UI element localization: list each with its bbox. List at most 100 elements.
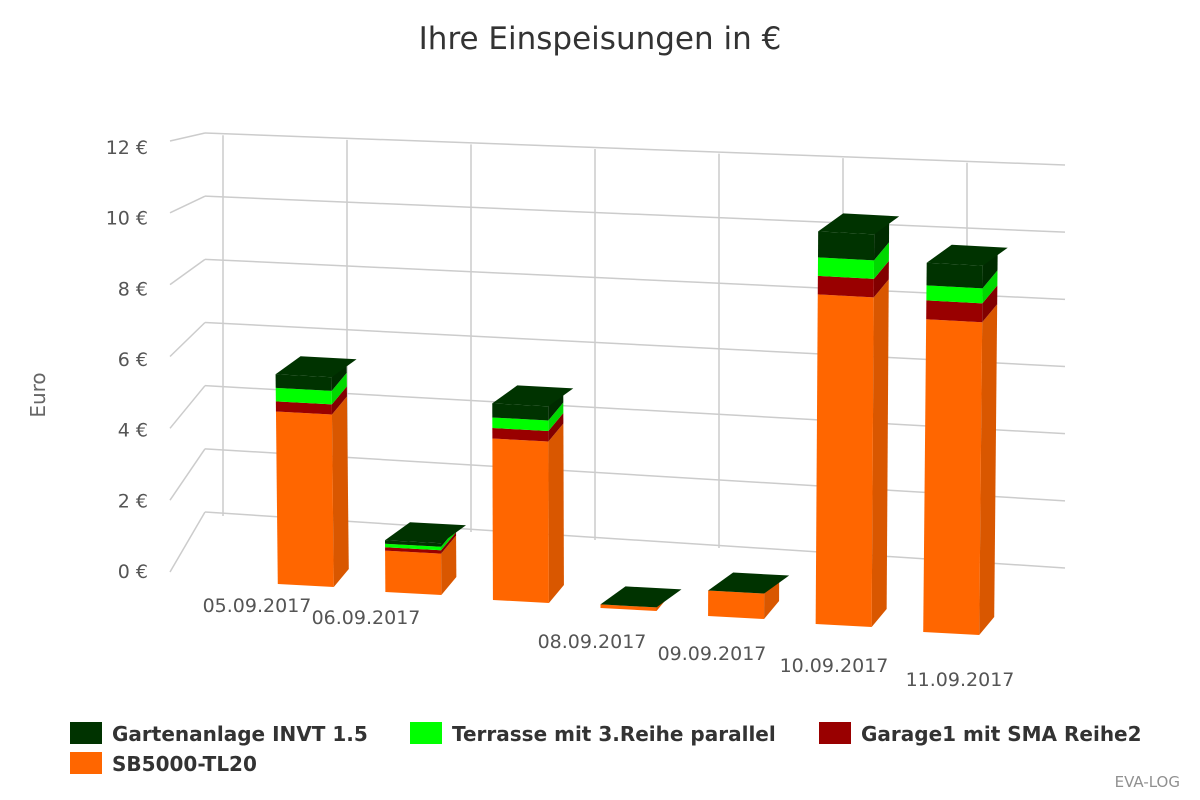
bar-stack-11.09.2017 bbox=[923, 244, 1008, 635]
legend-label: Gartenanlage INVT 1.5 bbox=[112, 722, 368, 746]
bar-segment-front bbox=[817, 257, 874, 279]
bar-stack-06.09.2017 bbox=[385, 522, 466, 595]
bar-segment-side bbox=[874, 216, 890, 261]
bar-stack-08.09.2017 bbox=[600, 586, 682, 611]
y-tick-label: 2 € bbox=[118, 490, 148, 512]
bar-segment-front bbox=[275, 374, 332, 391]
y-tick-label: 0 € bbox=[118, 561, 148, 583]
grid-line bbox=[204, 511, 1066, 569]
bar-segment-front bbox=[492, 427, 549, 442]
x-tick-label: 06.09.2017 bbox=[312, 607, 421, 629]
bar-stack-05.09.2017 bbox=[275, 356, 357, 587]
bar-top bbox=[926, 244, 1008, 266]
bar-top bbox=[275, 356, 357, 378]
bar-segment-side bbox=[873, 260, 889, 298]
bar-segment-side bbox=[979, 304, 998, 635]
bar-top bbox=[492, 385, 574, 407]
legend-label: Terrasse mit 3.Reihe parallel bbox=[452, 722, 776, 746]
grid-line bbox=[169, 195, 206, 214]
bars bbox=[275, 213, 1008, 635]
legend-item[interactable]: Garage1 mit SMA Reihe2 bbox=[819, 722, 1142, 746]
bar-segment-side bbox=[982, 285, 998, 323]
bar-segment-front bbox=[385, 540, 442, 547]
bar-segment-front bbox=[385, 543, 442, 551]
bar-segment-front bbox=[275, 401, 332, 415]
bar-segment-front bbox=[708, 590, 765, 619]
grid-line bbox=[169, 132, 206, 142]
bar-segment-front bbox=[818, 231, 875, 261]
legend-label: SB5000-TL20 bbox=[112, 752, 257, 776]
bar-segment-side bbox=[982, 270, 998, 304]
bar-segment-side bbox=[548, 423, 564, 603]
bar-segment-front bbox=[492, 438, 549, 603]
y-tick-label: 10 € bbox=[106, 208, 148, 230]
y-axis-title: Euro bbox=[26, 372, 50, 417]
bar-segment-front bbox=[817, 275, 874, 298]
x-tick-label: 09.09.2017 bbox=[658, 643, 767, 665]
legend-item[interactable]: SB5000-TL20 bbox=[70, 752, 257, 776]
grid-line bbox=[204, 132, 1066, 166]
bar-segment-side bbox=[331, 386, 347, 415]
grid-line bbox=[204, 384, 1066, 435]
bar-segment-front bbox=[600, 604, 657, 611]
bar-segment-side bbox=[548, 412, 564, 442]
y-axis-ticks: 0 € 2 € 4 € 6 € 8 € 10 € 12 € bbox=[106, 137, 148, 583]
bar-segment-side bbox=[871, 279, 889, 627]
grid-line bbox=[204, 448, 1066, 502]
legend-swatch bbox=[70, 722, 102, 744]
bar-top bbox=[385, 522, 466, 544]
bar-segment-side bbox=[873, 242, 889, 279]
bar-segment-side bbox=[441, 535, 457, 595]
bar-segment-front bbox=[275, 411, 334, 587]
bar-segment-front bbox=[923, 319, 983, 635]
x-tick-label: 10.09.2017 bbox=[780, 655, 889, 677]
credit-text[interactable]: EVA-LOG bbox=[1115, 773, 1180, 791]
legend-swatch bbox=[70, 752, 102, 774]
legend-item[interactable]: Gartenanlage INVT 1.5 bbox=[70, 722, 368, 746]
grid-line bbox=[169, 511, 206, 573]
bar-segment-front bbox=[492, 403, 549, 421]
bar-stack-10.09.2017 bbox=[815, 213, 900, 627]
grid-line bbox=[169, 385, 206, 429]
legend-swatch bbox=[410, 722, 442, 744]
bar-segment-side bbox=[441, 532, 457, 554]
bar-segment-side bbox=[331, 396, 349, 587]
grid-line bbox=[204, 258, 1066, 301]
grid-line bbox=[204, 321, 1066, 368]
grid bbox=[169, 132, 1066, 573]
legend[interactable]: Gartenanlage INVT 1.5 Terrasse mit 3.Reih… bbox=[70, 722, 1142, 776]
bar-stack-09.09.2017 bbox=[708, 572, 790, 619]
bar-segment-front bbox=[385, 547, 442, 554]
bar-segment-front bbox=[926, 285, 983, 304]
grid-line bbox=[169, 258, 206, 286]
grid-line bbox=[169, 321, 206, 358]
bar-top bbox=[818, 213, 900, 235]
grid-line bbox=[169, 448, 206, 501]
bar-segment-front bbox=[926, 300, 983, 323]
y-tick-label: 12 € bbox=[106, 137, 148, 159]
y-tick-label: 6 € bbox=[118, 349, 148, 371]
x-tick-label: 11.09.2017 bbox=[906, 669, 1015, 691]
bar-stack-07.09.2017 bbox=[492, 385, 574, 603]
bar-top bbox=[708, 572, 790, 594]
bar-segment-front bbox=[926, 262, 983, 289]
grid-line bbox=[204, 195, 1066, 233]
y-tick-label: 8 € bbox=[118, 278, 148, 300]
bar-top bbox=[600, 586, 682, 608]
x-tick-label: 05.09.2017 bbox=[203, 595, 312, 617]
bar-segment-front bbox=[385, 550, 442, 595]
y-tick-label: 4 € bbox=[118, 420, 148, 442]
legend-item[interactable]: Terrasse mit 3.Reihe parallel bbox=[410, 722, 776, 746]
bar-segment-front bbox=[275, 387, 332, 405]
chart-title: Ihre Einspeisungen in € bbox=[419, 21, 782, 57]
bar-segment-front bbox=[492, 417, 549, 431]
bar-segment-side bbox=[764, 575, 780, 619]
bar-segment-side bbox=[331, 372, 347, 405]
bar-segment-side bbox=[548, 402, 564, 431]
legend-swatch bbox=[819, 722, 851, 744]
bar-segment-side bbox=[982, 247, 998, 289]
bar-segment-front bbox=[815, 294, 874, 627]
legend-label: Garage1 mit SMA Reihe2 bbox=[861, 722, 1142, 746]
